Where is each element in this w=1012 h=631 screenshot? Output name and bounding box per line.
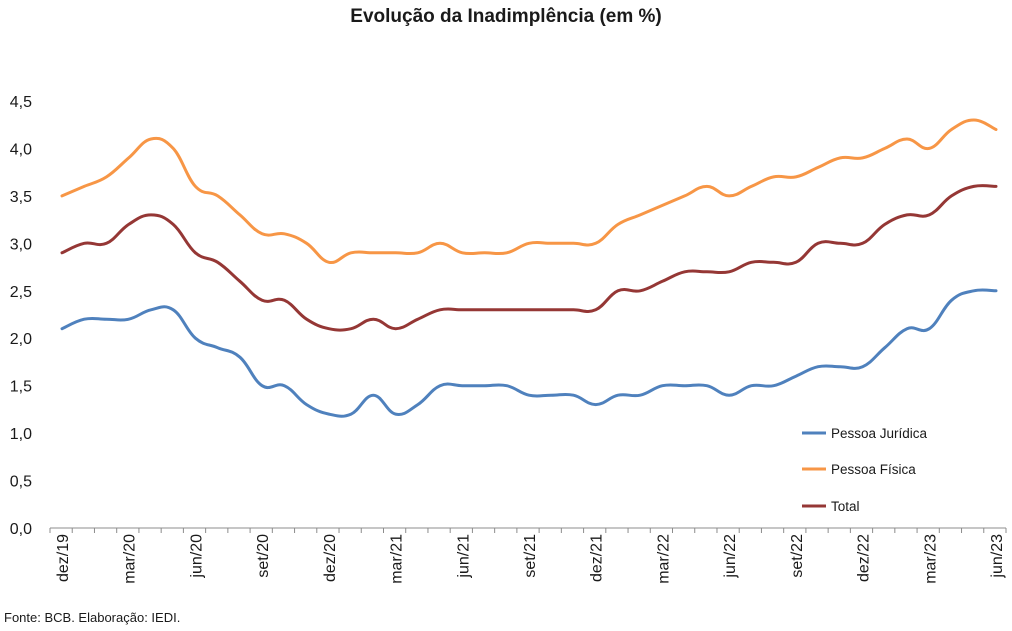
x-tick-label: set/20 [255,534,272,578]
x-tick-label: jun/23 [989,534,1006,579]
series-line-2 [60,118,998,265]
chart-title: Evolução da Inadimplência (em %) [350,6,662,27]
y-tick-label: 2,5 [10,284,32,301]
legend-label: Pessoa Física [831,462,916,477]
y-tick-label: 3,0 [10,236,32,253]
line-chart: 0,0 0,5 1,0 1,5 2,0 2,5 3,0 3,5 4,0 4,5 dez/19 mar… [10,94,1007,584]
x-tick-label: mar/20 [122,534,139,584]
y-tick-label: 3,5 [10,189,32,206]
y-axis-tick-labels: 0,0 0,5 1,0 1,5 2,0 2,5 3,0 3,5 4,0 4,5 [10,94,32,538]
x-tick-label: dez/22 [856,534,873,582]
series-line-3 [60,184,998,332]
source-note: Fonte: BCB. Elaboração: IEDI. [4,610,181,625]
y-tick-label: 1,5 [10,379,32,396]
x-tick-label: jun/21 [455,534,472,579]
x-tick-label: jun/22 [722,534,739,579]
series-line-1 [60,288,998,418]
x-tick-label: mar/22 [655,534,672,584]
x-axis-tick-labels: dez/19 mar/20 jun/20 set/20 dez/20 mar/21 jun/… [55,534,1006,584]
x-tick-label: dez/19 [55,534,72,582]
legend-label: Total [831,499,860,514]
legend: Pessoa Jurídica Pessoa Física Total [802,426,928,514]
x-tick-label: set/21 [522,534,539,578]
series-lines [60,118,998,418]
x-tick-label: mar/21 [389,534,406,584]
y-tick-label: 0,0 [10,521,32,538]
y-tick-label: 0,5 [10,474,32,491]
x-tick-label: dez/20 [322,534,339,582]
legend-label: Pessoa Jurídica [831,426,928,441]
y-tick-label: 1,0 [10,426,32,443]
y-tick-label: 4,5 [10,94,32,111]
x-axis-ticks [49,528,1007,533]
x-tick-label: set/22 [789,534,806,578]
y-tick-label: 2,0 [10,331,32,348]
x-tick-label: mar/23 [922,534,939,584]
x-tick-label: dez/21 [589,534,606,582]
x-tick-label: jun/20 [188,534,205,579]
y-tick-label: 4,0 [10,141,32,158]
